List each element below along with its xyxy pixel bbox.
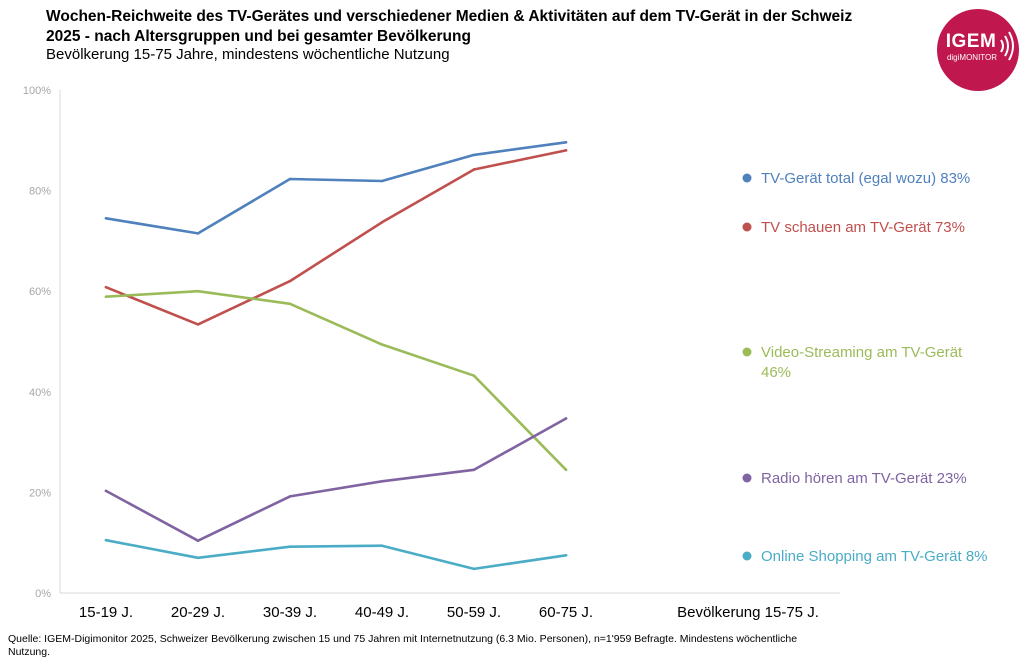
data-point (472, 153, 476, 157)
data-point (288, 302, 292, 306)
data-point (380, 480, 384, 483)
logo-subtitle: digiMONITOR (946, 53, 998, 62)
series-line-1 (104, 141, 568, 235)
x-tick-label: 50-59 J. (447, 604, 501, 621)
data-point (472, 374, 476, 378)
legend-marker (742, 222, 752, 232)
data-point (288, 495, 292, 498)
legend-marker (742, 473, 752, 483)
y-tick-label: 60% (29, 286, 51, 298)
legend-value: 46% (761, 364, 791, 381)
series-line-2 (104, 149, 568, 326)
data-point (564, 468, 568, 472)
legend-label: Radio hören am TV-Gerät 23% (761, 470, 967, 487)
series-line-5 (104, 538, 568, 571)
data-point (104, 489, 108, 493)
chart-title: Wochen-Reichweite des TV-Gerätes und ver… (46, 8, 853, 45)
legend-marker (742, 173, 752, 183)
data-point (380, 544, 384, 548)
data-point (380, 179, 384, 183)
source-note: Quelle: IGEM-Digimonitor 2025, Schweizer… (8, 633, 798, 658)
data-point (196, 539, 200, 542)
data-point (104, 285, 108, 289)
data-point (288, 177, 292, 181)
data-point (196, 232, 200, 235)
y-tick-label: 20% (29, 487, 51, 499)
y-tick-label: 40% (29, 387, 51, 399)
series-line-4 (104, 417, 568, 543)
data-point (104, 538, 108, 542)
x-tick-label-total: Bevölkerung 15-75 J. (677, 604, 819, 621)
data-point (196, 556, 200, 560)
data-point (564, 553, 568, 557)
x-tick-label: 60-75 J. (539, 604, 593, 621)
data-point (564, 149, 568, 152)
data-point (472, 567, 476, 571)
data-point (472, 168, 476, 171)
legend-label: TV-Gerät total (egal wozu) 83% (761, 170, 970, 187)
y-tick-label: 100% (23, 85, 51, 97)
data-point (564, 141, 568, 144)
legend-marker (742, 551, 752, 561)
data-point (196, 323, 200, 326)
legend-label: Online Shopping am TV-Gerät 8% (761, 548, 988, 565)
x-tick-label: 15-19 J. (79, 604, 133, 621)
data-point (564, 417, 568, 420)
data-point (104, 295, 108, 299)
x-tick-label: 20-29 J. (171, 604, 225, 621)
series-line-3 (104, 289, 568, 472)
chart-subtitle: Bevölkerung 15-75 Jahre, mindestens wöch… (46, 46, 450, 63)
data-point (472, 468, 476, 472)
data-point (380, 343, 384, 346)
legend-label: TV schauen am TV-Gerät 73% (761, 219, 965, 236)
data-point (104, 216, 108, 220)
x-tick-label: 30-39 J. (263, 604, 317, 621)
y-tick-label: 80% (29, 186, 51, 198)
legend-label: Video-Streaming am TV-Gerät (761, 344, 963, 361)
data-point (288, 279, 292, 283)
y-tick-label: 0% (35, 588, 51, 600)
data-point (380, 220, 384, 224)
logo-name: IGEM (945, 31, 997, 52)
signal-waves-icon (1000, 31, 1014, 61)
igem-logo: IGEM digiMONITOR (937, 9, 1019, 91)
data-point (196, 289, 200, 293)
x-tick-label: 40-49 J. (355, 604, 409, 621)
legend-marker (742, 347, 752, 357)
data-point (288, 545, 292, 549)
